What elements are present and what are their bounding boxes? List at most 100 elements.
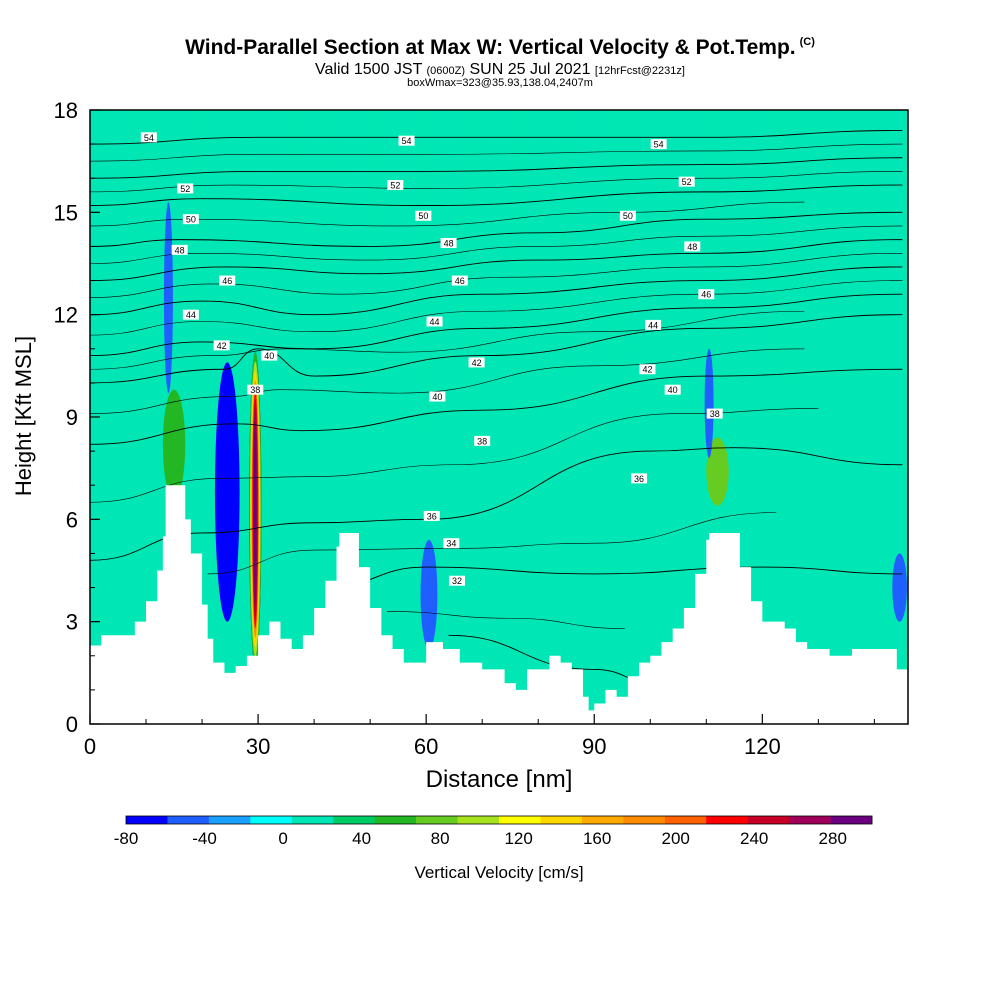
contour-label-text: 46 xyxy=(222,276,232,286)
contour-label: 46 xyxy=(451,275,468,286)
contour-label: 46 xyxy=(219,275,236,286)
contour-label: 42 xyxy=(639,364,656,375)
colorbar-tick-label: 280 xyxy=(819,829,847,848)
contour-label-bg xyxy=(177,183,194,194)
x-tick-label: 0 xyxy=(84,734,96,759)
theta-contour-42 xyxy=(90,293,903,357)
contour-label: 54 xyxy=(650,139,667,150)
colorbar-tick-label: -80 xyxy=(114,829,139,848)
contour-label-bg xyxy=(429,391,446,402)
y-tick-label: 6 xyxy=(66,507,78,532)
contour-label-bg xyxy=(706,408,723,419)
x-tick-label: 60 xyxy=(414,734,438,759)
contour-label: 38 xyxy=(247,384,264,395)
contour-label-text: 44 xyxy=(430,317,440,327)
contour-label-bg xyxy=(619,210,636,221)
theta-contour-minor xyxy=(90,280,903,336)
colorbar-swatch xyxy=(789,816,831,824)
theta-contour-34 xyxy=(325,566,903,589)
contour-label: 48 xyxy=(440,238,457,249)
contour-label-text: 54 xyxy=(654,140,664,150)
theta-contour-52 xyxy=(90,157,903,179)
y-tick-label: 15 xyxy=(54,200,78,225)
colorbar-swatch xyxy=(706,816,748,824)
contour-label-bg xyxy=(645,319,662,330)
y-tick-label: 12 xyxy=(54,303,78,328)
contour-label-text: 38 xyxy=(710,409,720,419)
contour-label-text: 34 xyxy=(446,539,456,549)
contour-label-bg xyxy=(219,275,236,286)
contour-label-bg xyxy=(261,350,278,361)
contour-label-text: 42 xyxy=(472,358,482,368)
contour-label-text: 36 xyxy=(427,511,437,521)
contour-label-text: 36 xyxy=(634,474,644,484)
contour-label-text: 38 xyxy=(250,385,260,395)
w-streak xyxy=(791,110,804,417)
theta-contour-minor xyxy=(207,512,777,575)
contour-label: 44 xyxy=(645,319,662,330)
contour-label-text: 42 xyxy=(217,341,227,351)
contour-label: 50 xyxy=(182,214,199,225)
x-axis-label: Distance [nm] xyxy=(425,766,573,793)
contour-label: 44 xyxy=(182,309,199,320)
colorbar-swatch xyxy=(126,816,168,824)
contour-label-text: 52 xyxy=(390,181,400,191)
w-streak xyxy=(771,110,790,452)
contour-label-bg xyxy=(140,132,157,143)
contour-label: 36 xyxy=(631,473,648,484)
colorbar-swatch xyxy=(374,816,417,824)
theta-contour-50 xyxy=(90,184,903,206)
contour-label-text: 48 xyxy=(687,242,697,252)
plot-area: 54 54 54 52 52 52 50 50 50 48 48 48 46 46 46 44 44 44 42 42… xyxy=(90,110,908,724)
contour-label: 42 xyxy=(468,357,485,368)
contour-label: 34 xyxy=(443,538,460,549)
w-streak xyxy=(455,110,466,469)
colorbar-swatch xyxy=(167,816,210,824)
contour-label: 52 xyxy=(678,176,695,187)
valid-time: Valid 1500 JST xyxy=(315,61,423,78)
contour-label: 40 xyxy=(261,350,278,361)
w-streak xyxy=(539,110,547,486)
colorbar-swatch xyxy=(499,816,541,824)
theta-contour-minor xyxy=(90,143,903,162)
colorbar-title: Vertical Velocity [cm/s] xyxy=(414,863,584,882)
contour-label: 48 xyxy=(171,244,188,255)
contour-label-bg xyxy=(171,244,188,255)
contour-label-text: 54 xyxy=(144,133,154,143)
contour-label: 50 xyxy=(415,210,432,221)
w-streak xyxy=(838,110,846,503)
contour-label-text: 40 xyxy=(432,392,442,402)
theta-contour-40 xyxy=(90,314,903,384)
contour-label-bg xyxy=(182,309,199,320)
x-tick-label: 90 xyxy=(582,734,606,759)
theta-contour-54 xyxy=(90,130,903,145)
colorbar-tick-label: 200 xyxy=(661,829,689,848)
w-streak xyxy=(855,110,871,469)
contour-label-bg xyxy=(698,289,715,300)
contour-label-bg xyxy=(664,384,681,395)
colorbar-swatch xyxy=(291,816,334,824)
contour-label-bg xyxy=(182,214,199,225)
colorbar-swatch xyxy=(830,816,873,824)
theta-contour-minor xyxy=(90,225,903,264)
contour-label-text: 52 xyxy=(682,177,692,187)
forecast-info: [12hrFcst@2231z] xyxy=(594,65,685,77)
colorbar-swatch xyxy=(623,816,666,824)
contour-label-bg xyxy=(639,364,656,375)
theta-contour-minor xyxy=(90,171,903,193)
contour-label: 50 xyxy=(619,210,636,221)
theta-contour-minor xyxy=(90,408,819,503)
contour-label-bg xyxy=(443,538,460,549)
updraft-core-band xyxy=(253,408,257,610)
w-streak xyxy=(617,110,635,503)
y-tick-label: 3 xyxy=(66,610,78,635)
contour-label-text: 48 xyxy=(444,239,454,249)
w-streak xyxy=(280,110,296,435)
y-axis-label: Height [Kft MSL] xyxy=(11,335,36,497)
contour-label: 38 xyxy=(706,408,723,419)
contour-label: 38 xyxy=(474,435,491,446)
contour-label-bg xyxy=(474,435,491,446)
contour-label-text: 50 xyxy=(186,215,196,225)
colorbar-tick-label: 80 xyxy=(431,829,450,848)
terrain xyxy=(90,485,908,724)
